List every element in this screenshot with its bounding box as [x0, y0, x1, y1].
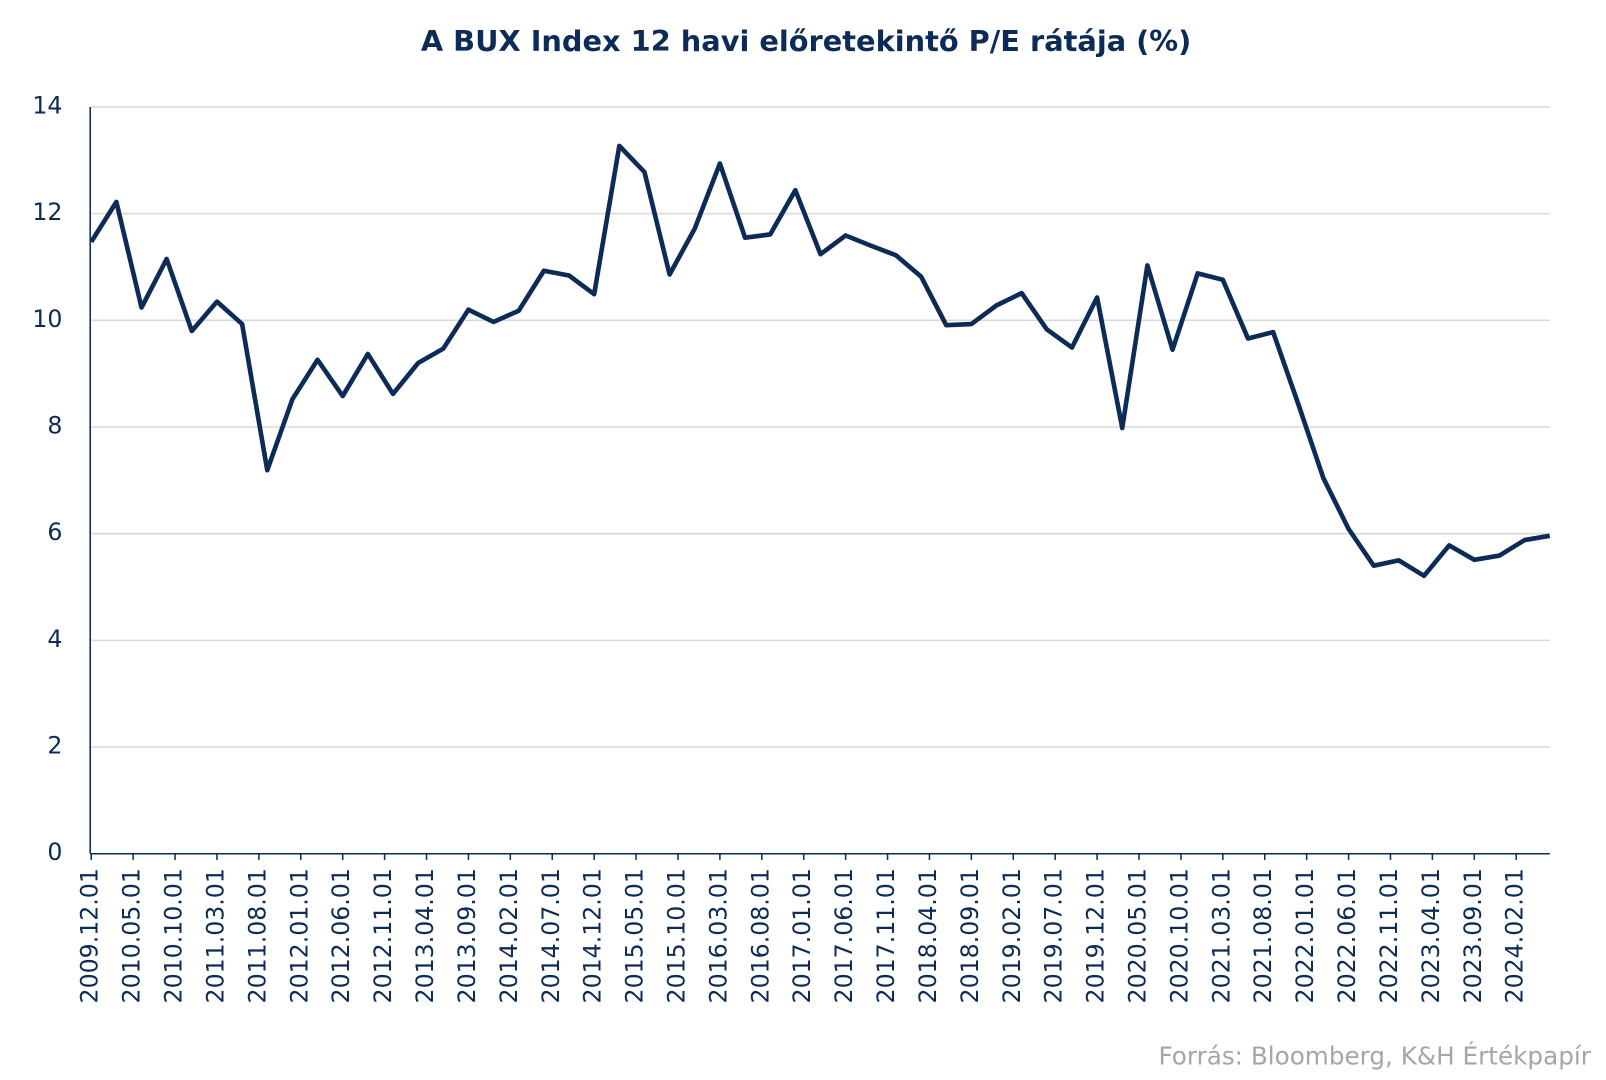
x-tick-label: 2011.08.01: [243, 868, 271, 1003]
y-tick-label: 10: [32, 305, 62, 333]
x-tick-label: 2016.03.01: [704, 868, 732, 1003]
x-tick-label: 2014.12.01: [579, 868, 607, 1003]
x-tick-label: 2014.02.01: [495, 868, 523, 1003]
chart-title: A BUX Index 12 havi előretekintő P/E rát…: [421, 24, 1192, 58]
x-tick-label: 2021.08.01: [1249, 868, 1277, 1003]
y-tick-label: 0: [47, 838, 62, 866]
y-tick-label: 14: [32, 91, 62, 119]
x-tick-label: 2019.12.01: [1082, 868, 1110, 1003]
x-tick-label: 2021.03.01: [1207, 868, 1235, 1003]
x-tick-label: 2019.02.01: [998, 868, 1026, 1003]
x-tick-label: 2022.11.01: [1375, 868, 1403, 1003]
line-series: [89, 143, 1551, 579]
x-tick-label: 2012.06.01: [327, 868, 355, 1003]
x-tick-label: 2024.02.01: [1501, 868, 1529, 1003]
x-tick-label: 2020.10.01: [1165, 868, 1193, 1003]
y-tick-label: 8: [47, 412, 62, 440]
x-tick-label: 2013.04.01: [411, 868, 439, 1003]
y-tick-label: 6: [47, 518, 62, 546]
x-tick-label: 2023.04.01: [1417, 868, 1445, 1003]
x-tick-label: 2010.10.01: [160, 868, 188, 1003]
x-tick-label: 2015.10.01: [662, 868, 690, 1003]
x-tick-label: 2011.03.01: [201, 868, 229, 1003]
source-note: Forrás: Bloomberg, K&H Értékpapír: [1158, 1041, 1591, 1070]
x-tick-label: 2017.11.01: [872, 868, 900, 1003]
x-tick-label: 2017.06.01: [830, 868, 858, 1003]
x-tick-label: 2009.12.01: [76, 868, 104, 1003]
x-tick-label: 2019.07.01: [1040, 868, 1068, 1003]
x-tick-label: 2018.04.01: [914, 868, 942, 1003]
y-tick-label: 2: [47, 732, 62, 760]
x-tick-label: 2022.01.01: [1291, 868, 1319, 1003]
x-tick-label: 2020.05.01: [1124, 868, 1152, 1003]
x-tick-label: 2016.08.01: [746, 868, 774, 1003]
x-tick-label: 2018.09.01: [956, 868, 984, 1003]
x-tick-label: 2010.05.01: [118, 868, 146, 1003]
x-tick-label: 2015.05.01: [621, 868, 649, 1003]
x-tick-label: 2013.09.01: [453, 868, 481, 1003]
y-tick-label: 4: [47, 625, 62, 653]
y-tick-label: 12: [32, 198, 62, 226]
x-tick-label: 2023.09.01: [1459, 868, 1487, 1003]
x-tick-label: 2012.11.01: [369, 868, 397, 1003]
x-tick-label: 2017.01.01: [788, 868, 816, 1003]
x-tick-label: 2012.01.01: [285, 868, 313, 1003]
x-tick-label: 2014.07.01: [537, 868, 565, 1003]
x-tick-label: 2022.06.01: [1333, 868, 1361, 1003]
